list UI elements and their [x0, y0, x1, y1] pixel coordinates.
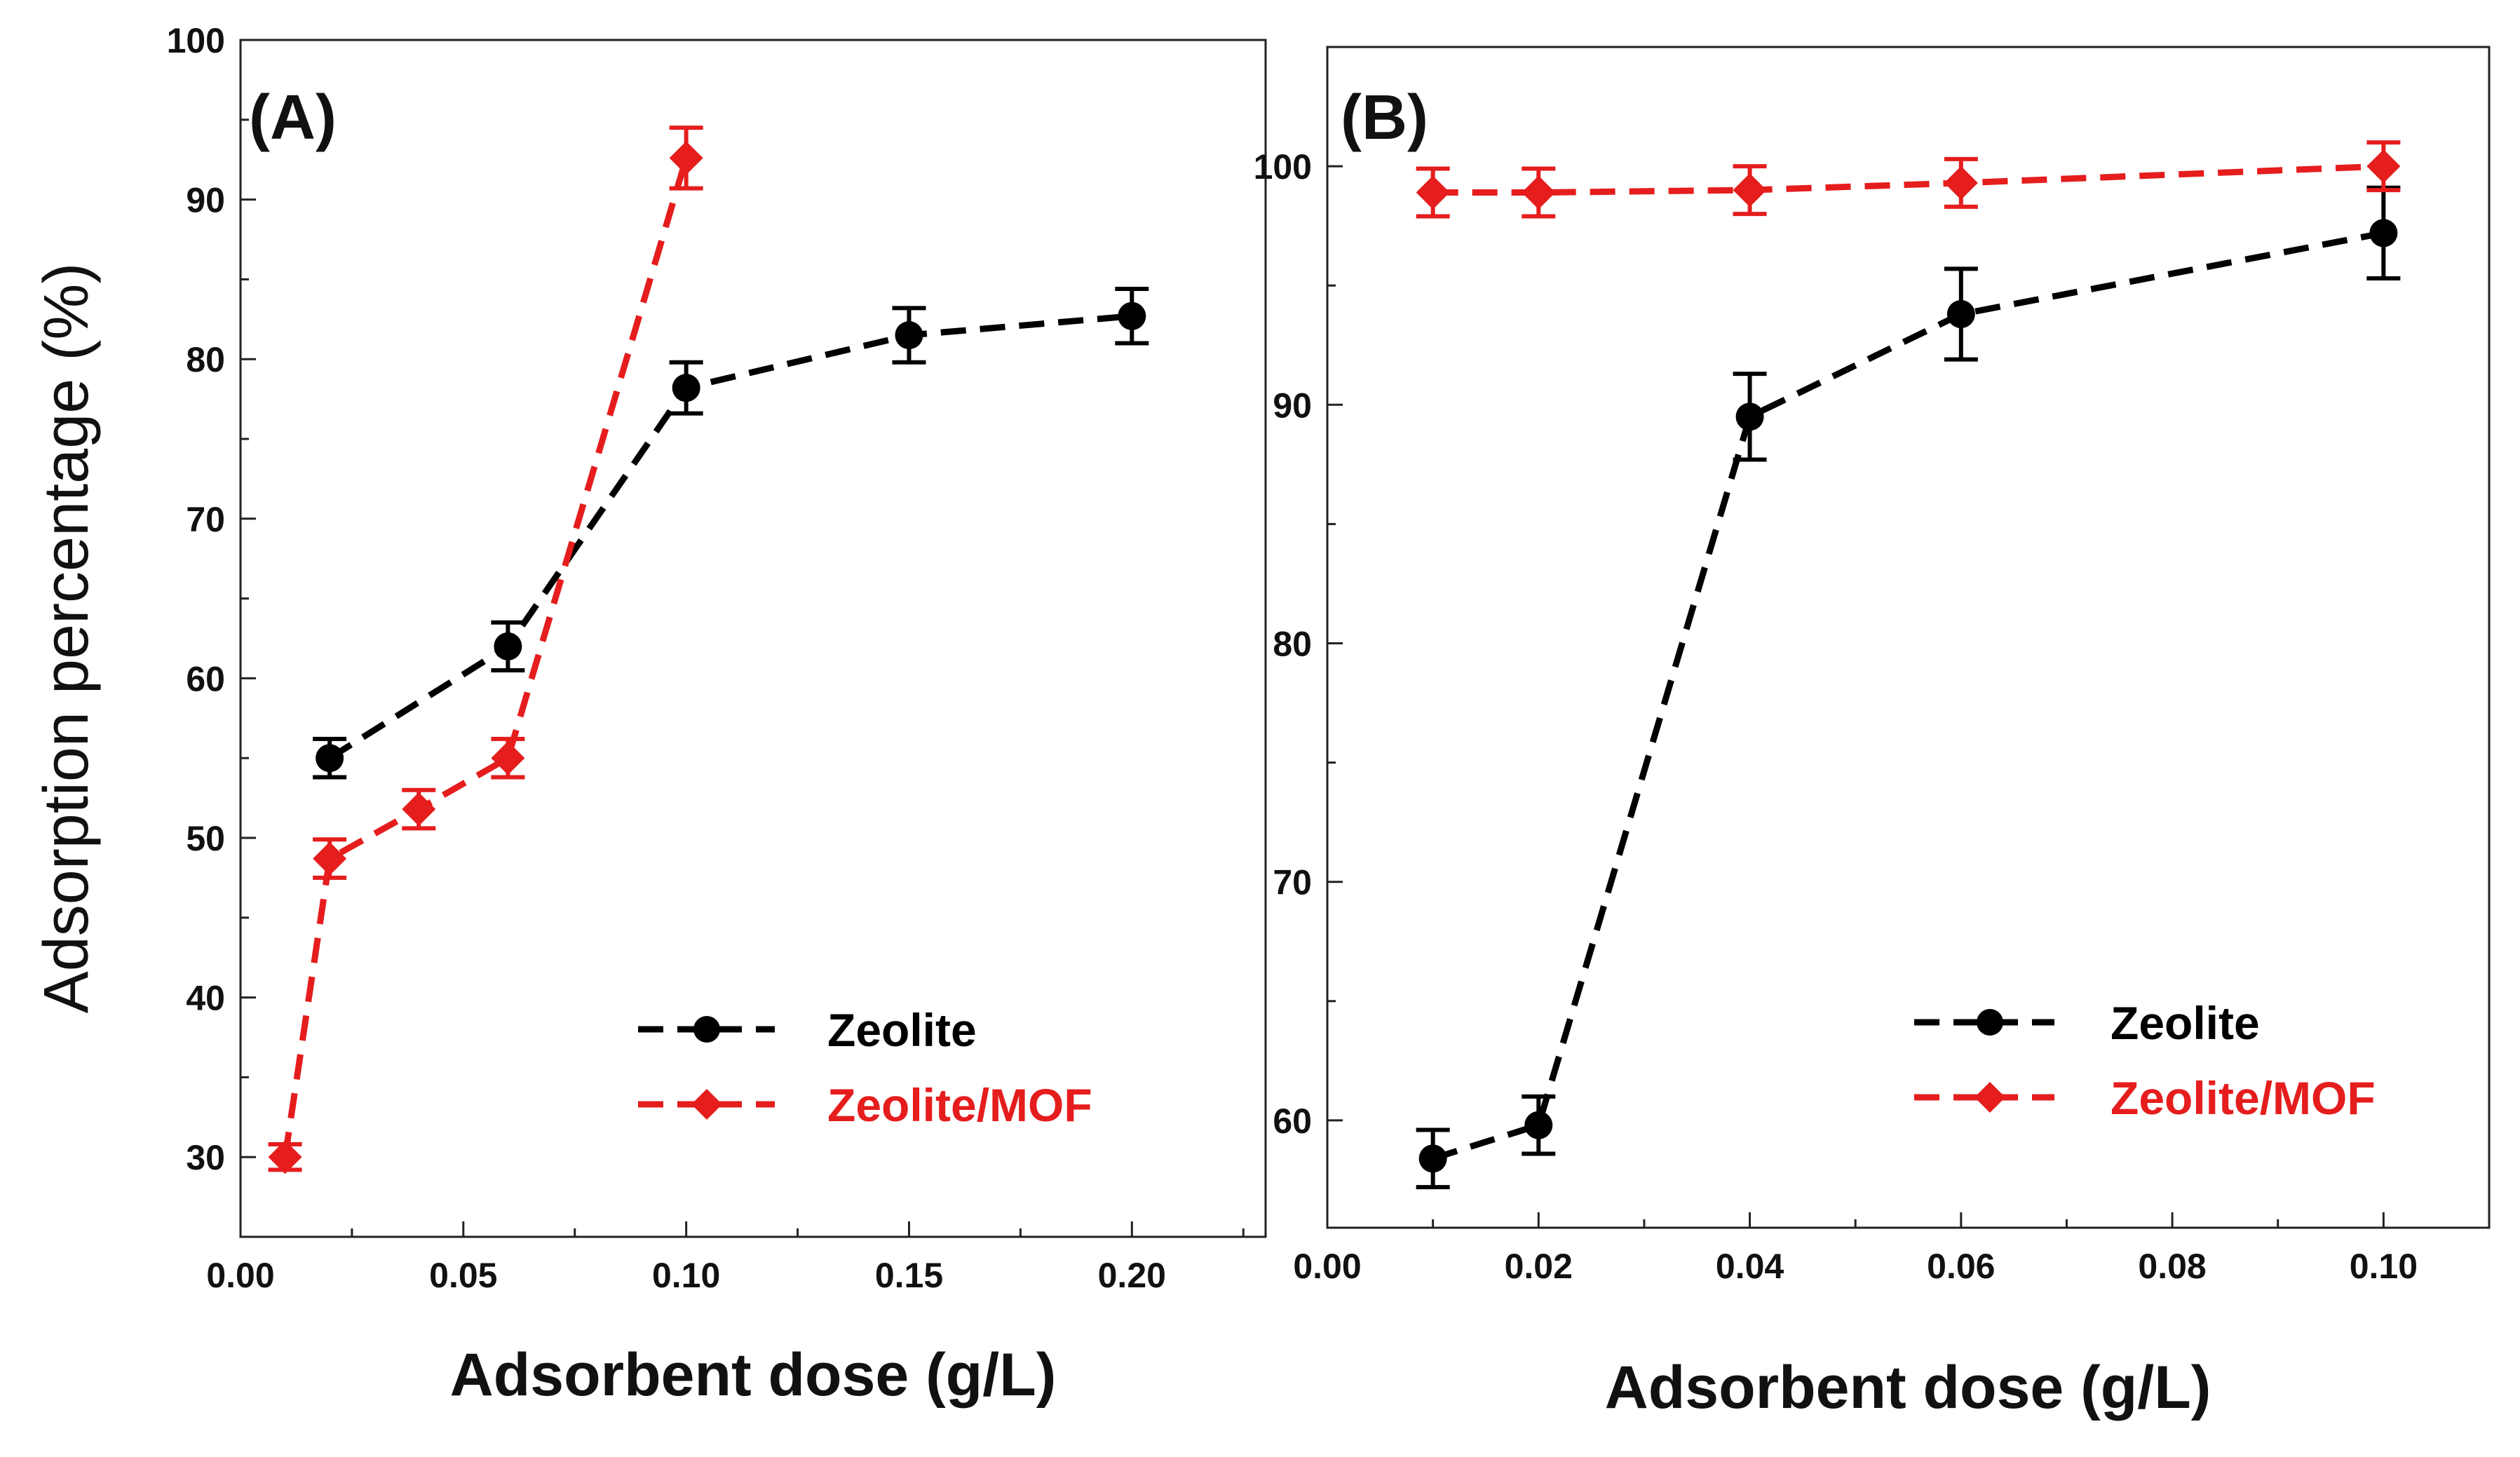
panel-a-ytick-label: 60	[186, 659, 225, 698]
panel-a-series	[268, 126, 1149, 1174]
panel-b-xtick-label: 0.10	[2350, 1247, 2418, 1286]
panel-a-legend-mof-marker	[691, 1089, 722, 1120]
panel-b-series-zeolite-point	[1735, 402, 1764, 431]
panel-b-legend-zeolite-label: Zeolite	[2111, 997, 2260, 1049]
panel-b-series-zeolite-mof-point	[1944, 165, 1978, 200]
panel-b-series-zeolite-mof-point	[1733, 173, 1767, 208]
panel-a-label: (A)	[249, 83, 337, 153]
panel-b-ytick-label: 80	[1273, 625, 1312, 664]
panel-a-series-zeolite-mof-point	[669, 141, 703, 175]
panel-b-series-zeolite-point	[1946, 300, 1975, 329]
panel-a-xtick-label: 0.15	[875, 1256, 943, 1295]
panel-a-legend-zeolite-label: Zeolite	[827, 1004, 977, 1056]
panel-b-xtick-label: 0.08	[2138, 1247, 2206, 1286]
panel-a-ytick-label: 40	[186, 979, 225, 1018]
panel-b-xtick-label: 0.02	[1505, 1247, 1573, 1286]
panel-b-series-zeolite-point	[1418, 1144, 1447, 1173]
panel-b-series-zeolite-point	[2369, 219, 2398, 248]
panel-b-ytick-label: 70	[1273, 863, 1312, 902]
panel-b-legend-mof-label: Zeolite/MOF	[2111, 1072, 2376, 1124]
panel-b-xtick-label: 0.00	[1293, 1247, 1361, 1286]
panel-a-legend: Zeolite Zeolite/MOF	[638, 1004, 1092, 1131]
panel-b-xtick-label: 0.06	[1927, 1247, 1995, 1286]
panel-a-xlabel: Adsorbent dose (g/L)	[450, 1341, 1057, 1409]
panel-b-series-zeolite-line	[1432, 229, 2385, 1162]
panel-b-ytick-label: 60	[1273, 1102, 1312, 1141]
panel-a-frame	[239, 39, 1267, 1238]
panel-a-series-zeolite-mof-point	[313, 841, 347, 876]
panel-a-series-zeolite-mof-point	[268, 1140, 302, 1174]
panel-b-series-zeolite-mof-point	[1416, 175, 1450, 210]
panel-a: 0.00 0.05 0.10 0.15 0.20 30 40 50 60 70 80 90 100 (A…	[32, 21, 1267, 1409]
panel-a-xtick-label: 0.20	[1098, 1256, 1166, 1295]
panel-b-series-zeolite-mof-point	[1522, 175, 1556, 210]
panel-b-legend-mof-marker	[1974, 1082, 2005, 1113]
panel-a-series-zeolite-mof-point	[402, 792, 436, 827]
panel-a-series-zeolite-point	[494, 632, 522, 660]
panel-a-ytick-label: 100	[167, 21, 225, 60]
panel-a-axes: 0.00 0.05 0.10 0.15 0.20 30 40 50 60 70 80 90 100	[167, 21, 1245, 1295]
panel-b-xlabel: Adsorbent dose (g/L)	[1605, 1354, 2211, 1421]
panel-a-ytick-label: 50	[186, 819, 225, 858]
panel-b-xtick-label: 0.04	[1716, 1247, 1784, 1286]
panel-a-xtick-label: 0.00	[206, 1256, 274, 1295]
panel-a-series-zeolite-mof-point	[491, 741, 525, 775]
panel-b-series-zeolite-point	[1524, 1111, 1553, 1139]
panel-a-series-zeolite-point	[672, 374, 700, 402]
panel-a-series-zeolite-line	[327, 313, 1132, 761]
panel-b-label: (B)	[1341, 83, 1428, 153]
panel-a-series-zeolite-point	[316, 744, 344, 773]
panel-a-series-zeolite-mof-line	[282, 157, 689, 1158]
panel-b-series	[1416, 140, 2401, 1190]
panel-b-series-zeolite-mof-line	[1432, 163, 2384, 196]
panel-a-legend-mof-label: Zeolite/MOF	[827, 1079, 1092, 1131]
panel-a-ytick-label: 80	[186, 340, 225, 379]
panel-a-series-zeolite-point	[1118, 301, 1146, 330]
panel-a-xtick-label: 0.10	[652, 1256, 720, 1295]
panel-b-axes: 0.00 0.02 0.04 0.06 0.08 0.10 60 70 80 90 100	[1254, 46, 2418, 1286]
panel-b-legend-zeolite-marker	[1977, 1009, 2003, 1036]
panel-a-legend-zeolite-marker	[693, 1016, 720, 1043]
panel-a-ytick-label: 90	[186, 181, 225, 220]
panel-b-frame	[1326, 46, 2491, 1229]
panel-a-xtick-label: 0.05	[429, 1256, 497, 1295]
panel-b-ytick-label: 100	[1254, 147, 1312, 187]
panel-a-series-zeolite-point	[895, 321, 923, 350]
panel-a-ytick-label: 70	[186, 500, 225, 539]
panel-a-ylabel: Adsorption percentage (%)	[32, 263, 102, 1014]
panel-b-legend: Zeolite Zeolite/MOF	[1914, 997, 2376, 1124]
panel-b-series-zeolite-mof-point	[2366, 149, 2401, 184]
panel-a-ytick-label: 30	[186, 1138, 225, 1177]
panel-b-ytick-label: 90	[1273, 386, 1312, 425]
